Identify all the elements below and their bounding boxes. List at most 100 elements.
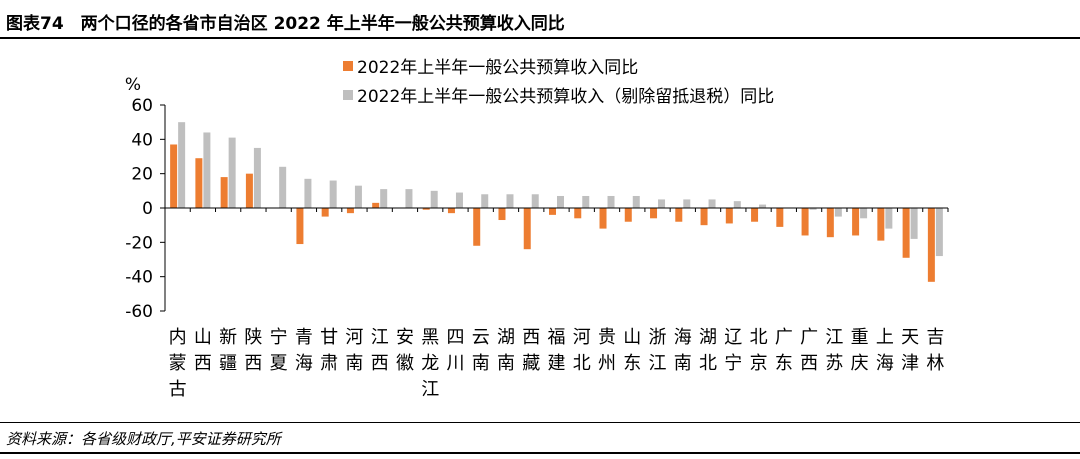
bar-series2-26 [834,208,842,217]
x-tick-label: 宁 [724,353,742,374]
x-tick-label: 内 [169,327,187,348]
header-divider [0,37,1080,39]
x-tick-label: 西 [522,327,540,348]
figure-title: 图表74 两个口径的各省市自治区 2022 年上半年一般公共预算收入同比 [6,14,565,34]
x-tick-label: 广 [800,327,818,348]
x-tick-label: 海 [295,353,313,374]
x-tick-label: 北 [573,353,591,374]
x-tick-label: 南 [472,353,490,374]
x-tick-label: 龙 [421,353,439,374]
y-tick-label: 40 [131,130,153,150]
legend-swatch-1 [343,61,353,71]
x-tick-label: 吉 [926,327,944,348]
x-tick-label: 浙 [649,327,667,348]
x-tick-label: 蒙 [169,353,187,374]
y-tick-label: 0 [142,199,153,219]
figure-header: 图表74 两个口径的各省市自治区 2022 年上半年一般公共预算收入同比 [0,0,1080,39]
bar-series2-9 [405,189,413,208]
x-tick-label: 徽 [396,353,414,374]
bar-series2-6 [329,180,337,208]
bar-series1-28 [877,208,885,241]
bottom-divider [0,452,1080,454]
bar-series1-27 [852,208,860,236]
x-tick-label: 州 [598,353,616,374]
bar-series1-10 [422,208,430,210]
x-tick-label: 甘 [320,327,338,348]
bar-series2-29 [910,208,918,239]
x-tick-label: 上 [876,327,894,348]
x-tick-label: 西 [371,353,389,374]
y-tick-label: -40 [125,268,153,288]
x-tick-label: 西 [244,353,262,374]
x-tick-label: 北 [699,353,717,374]
bar-series1-13 [498,208,506,221]
x-tick-label: 江 [371,327,389,348]
bar-series2-17 [607,195,615,208]
footer-divider [0,422,1080,423]
x-tick-label: 青 [295,327,313,348]
bar-series1-7 [346,208,354,214]
x-tick-label: 海 [876,353,894,374]
x-tick-label: 东 [775,353,793,374]
bar-series2-3 [253,147,261,208]
bar-series1-20 [675,208,683,222]
x-tick-label: 河 [573,327,591,348]
bar-series1-22 [725,208,733,224]
y-tick-label: 20 [131,165,153,185]
bar-series1-15 [549,208,556,215]
bar-series1-11 [447,208,455,214]
bar-series1-30 [927,208,935,282]
x-tick-label: 宁 [270,327,288,348]
bar-series2-16 [582,195,590,208]
x-tick-label: 疆 [219,353,237,374]
x-tick-label: 南 [674,353,692,374]
bar-series2-8 [380,189,388,208]
x-tick-label: 苏 [825,353,843,374]
bar-series2-11 [455,192,463,208]
x-tick-label: 云 [472,327,490,348]
bar-series2-18 [632,195,640,208]
x-tick-label: 湖 [699,327,717,348]
bar-series1-2 [220,177,228,208]
legend-label-2: 2022年上半年一般公共预算收入（剔除留抵退税）同比 [357,87,774,107]
x-tick-label: 林 [926,353,944,374]
x-tick-label: 东 [623,353,641,374]
x-tick-label: 藏 [522,353,540,374]
x-tick-label: 庆 [851,353,869,374]
bar-series2-0 [178,122,186,208]
x-tick-label: 肃 [320,353,338,374]
bar-series1-1 [195,158,203,208]
bar-series1-17 [599,208,607,229]
bar-chart: 6040200-20-40-60%内蒙古山西新疆陕西宁夏青海甘肃河南江西安徽黑龙… [125,58,949,400]
bar-series1-23 [751,208,759,222]
x-tick-label: 山 [623,327,641,348]
bar-series2-28 [885,208,893,229]
bar-series1-21 [700,208,708,226]
x-tick-label: 西 [194,353,212,374]
x-tick-label: 河 [345,327,363,348]
bar-series2-27 [860,208,868,219]
bar-series2-25 [809,208,817,210]
x-tick-label: 京 [750,353,768,374]
x-tick-label: 福 [548,327,566,348]
x-tick-label: 夏 [270,353,288,374]
bar-series1-8 [372,202,380,208]
bar-series1-5 [296,208,304,245]
bar-series2-30 [935,208,943,257]
bar-series1-6 [321,208,329,217]
chart-area: 60 40 20 0 -20 -40 -60% 内蒙古山西新疆陕西宁夏青海甘肃河南江西安徽黑龙… [0,40,1080,420]
x-tick-label: 天 [901,327,919,348]
x-tick-label: 川 [446,353,464,374]
y-tick-label: -20 [125,233,153,253]
bar-series2-14 [531,194,539,208]
bar-series1-29 [902,208,910,258]
x-tick-label: 辽 [724,327,742,348]
bar-series2-19 [658,199,666,208]
legend-label-1: 2022年上半年一般公共预算收入同比 [357,58,638,78]
bar-series1-18 [624,208,632,222]
x-tick-label: 四 [446,327,464,348]
x-tick-label: 江 [421,379,439,400]
x-tick-label: 山 [194,327,212,348]
bar-series1-26 [826,208,834,238]
x-tick-label: 南 [345,353,363,374]
